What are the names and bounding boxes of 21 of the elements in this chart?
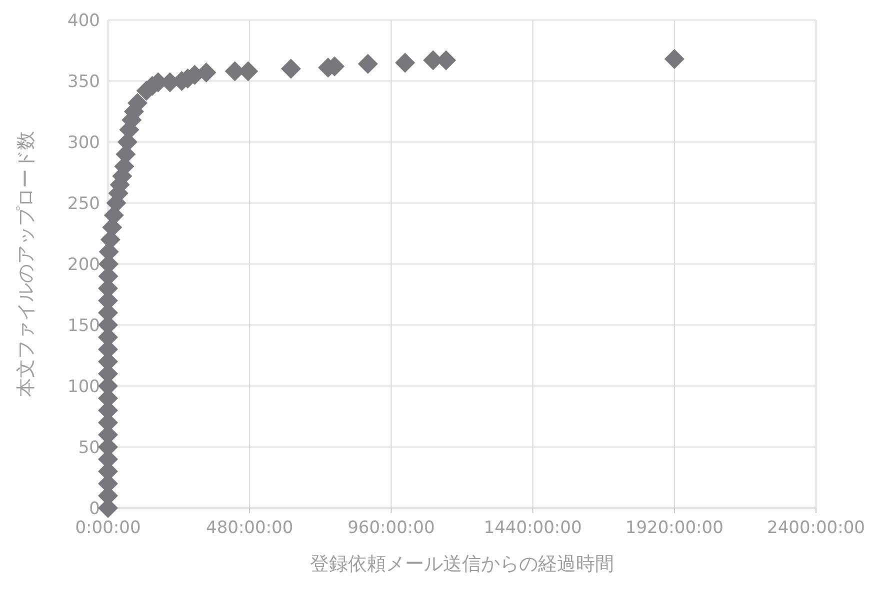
point	[358, 54, 378, 74]
y-tick-label: 200	[68, 254, 100, 275]
y-tick-label: 400	[68, 10, 100, 31]
point	[664, 49, 684, 70]
x-axis-title: 登録依頼メール送信からの経過時間	[310, 553, 614, 575]
y-tick-label: 300	[68, 132, 100, 153]
point	[280, 58, 301, 79]
y-tick-label: 50	[78, 438, 100, 458]
y-tick-label: 350	[68, 72, 100, 92]
y-tick-label: 0	[89, 498, 100, 519]
y-tick-label: 250	[68, 194, 100, 214]
y-tick-label: 100	[68, 376, 100, 397]
y-tick-label: 150	[68, 316, 100, 336]
x-tick-label: 1920:00:00	[625, 518, 724, 538]
x-tick-label: 0:00:00	[75, 518, 141, 538]
y-axis-title: 本文ファイルのアップロード数	[15, 131, 37, 397]
point	[395, 52, 416, 73]
x-tick-label: 960:00:00	[348, 518, 435, 538]
x-tick-label: 1440:00:00	[484, 518, 582, 538]
x-tick-label: 2400:00:00	[767, 518, 865, 538]
x-tick-label: 480:00:00	[206, 518, 294, 538]
